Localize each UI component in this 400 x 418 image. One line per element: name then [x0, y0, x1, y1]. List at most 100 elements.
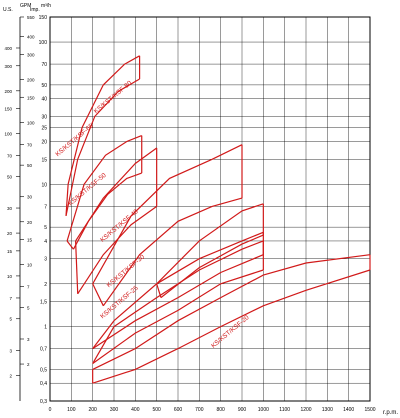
- y-tick-label: 20: [41, 140, 47, 146]
- gpm-us-tick-label: 15: [7, 249, 13, 254]
- x-tick-label: 600: [174, 407, 183, 413]
- gpm-us-tick-label: 7: [9, 296, 12, 301]
- y-tick-label: 100: [39, 40, 48, 46]
- x-tick-label: 100: [67, 407, 76, 413]
- x-tick-label: 1400: [343, 407, 354, 413]
- gpm-us-tick-label: 10: [7, 274, 13, 279]
- gpm-us-tick-label: 300: [4, 64, 12, 69]
- curve-lower: [72, 172, 142, 250]
- curve-upper: [92, 254, 371, 370]
- x-tick-label: 1500: [364, 407, 375, 413]
- gpm-imp-tick-label: 150: [27, 95, 35, 100]
- curve-upper: [66, 135, 142, 242]
- y-tick-label: 1,5: [40, 300, 47, 306]
- gpm-imp-tick-label: 10: [27, 263, 33, 268]
- curve-upper: [113, 240, 264, 328]
- gpm-header: GPM: [20, 3, 31, 9]
- gpm-us-tick-label: 3: [9, 348, 12, 353]
- gpm-imp-tick-label: 300: [27, 52, 35, 57]
- y-tick-label: 0,3: [40, 399, 47, 405]
- gpm-us-tick-label: 100: [4, 132, 12, 137]
- curve-upper: [113, 231, 264, 322]
- curves: KS/KST/KSF-80KS/KST/KSF-65KS/KST/KSF-50K…: [54, 55, 371, 384]
- gpm-imp-header: Imp.: [30, 7, 40, 13]
- gpm-imp-tick-label: 100: [27, 120, 35, 125]
- gpm-us-tick-label: 150: [4, 107, 12, 112]
- gpm-imp-tick-label: 550: [27, 15, 35, 20]
- x-tick-label: 200: [88, 407, 97, 413]
- x-tick-labels: 0 100 200 300 400 500 600 700 800 900 1000 1100 1200…: [49, 407, 376, 413]
- y-tick-label: 3: [44, 257, 47, 263]
- y-tick-label: 0,4: [40, 381, 47, 387]
- x-tick-label: 900: [238, 407, 247, 413]
- gpm-imp-tick-label: 70: [27, 142, 33, 147]
- curve-band: KS/KST/KSF-20: [92, 254, 371, 384]
- y-tick-label: 40: [41, 97, 47, 103]
- gpm-imp-tick-label: 400: [27, 35, 35, 40]
- gpm-us-tick-label: 2: [9, 373, 12, 378]
- x-axis-label: r.p.m.: [383, 410, 398, 416]
- curve-lower: [102, 197, 243, 307]
- y-tick-labels: 150 100 70 50 40 30 25 20 15 10 7 5 4 3 2 1,5 1 0,7 0,5 0,4…: [39, 15, 48, 405]
- y-tick-label: 30: [41, 114, 47, 120]
- gpm-us-tick-label: 200: [4, 89, 12, 94]
- curve-upper: [156, 203, 264, 285]
- gpm-axis: GPM U.S. Imp. 400 300 200 150 100 70 50 30 20 15 1…: [3, 3, 40, 401]
- y-tick-label: 0,5: [40, 367, 47, 373]
- gpm-ticks: 4003002001501007050302015107532550400300…: [4, 15, 35, 378]
- y-tick-label: 5: [44, 225, 47, 231]
- gpm-us-tick-label: 70: [7, 154, 13, 159]
- curve-lower: [65, 78, 140, 217]
- gpm-us-tick-label: 50: [7, 174, 13, 179]
- y-tick-label: 15: [41, 157, 47, 163]
- gpm-imp-tick-label: 30: [27, 195, 33, 200]
- x-tick-label: 1300: [322, 407, 333, 413]
- curve-lower: [160, 234, 264, 299]
- gpm-imp-tick-label: 20: [27, 220, 33, 225]
- curve-upper: [67, 55, 140, 185]
- curve-start-cap: [65, 184, 69, 216]
- y-tick-label: 10: [41, 182, 47, 188]
- gpm-imp-tick-label: 2: [27, 362, 30, 367]
- y-tick-label: 4: [44, 239, 47, 245]
- y-axis-header: m³/h: [41, 3, 51, 9]
- x-tick-label: 500: [152, 407, 161, 413]
- gpm-imp-tick-label: 7: [27, 285, 30, 290]
- grid: [49, 16, 371, 402]
- plot-area: m³/h 150 100 70 50 40 30 25 20 15 10 7 5 4 3 2 1,5 1 0,7 0…: [39, 3, 399, 416]
- gpm-imp-tick-label: 15: [27, 238, 33, 243]
- gpm-us-tick-label: 20: [7, 231, 13, 236]
- y-tick-label: 25: [41, 126, 47, 132]
- x-tick-label: 1100: [279, 407, 290, 413]
- gpm-imp-tick-label: 50: [27, 163, 33, 168]
- y-tick-label: 70: [41, 62, 47, 68]
- y-tick-label: 150: [39, 15, 48, 21]
- y-tick-label: 7: [44, 204, 47, 210]
- gpm-imp-tick-label: 3: [27, 337, 30, 342]
- gpm-us-header: U.S.: [3, 7, 13, 13]
- curve-upper: [92, 144, 243, 285]
- y-tick-label: 1: [44, 325, 47, 331]
- curve-start-cap: [92, 326, 115, 364]
- gpm-imp-tick-label: 200: [27, 77, 35, 82]
- curve-band: KS/KST/KSF-50: [67, 147, 158, 295]
- x-tick-label: 1000: [258, 407, 269, 413]
- curve-lower: [92, 254, 264, 350]
- x-tick-label: 700: [195, 407, 204, 413]
- curve-lower: [92, 269, 264, 364]
- curve-start-cap: [75, 240, 79, 294]
- gpm-us-tick-label: 5: [9, 317, 12, 322]
- curve-label: KS/KST/KSF-20: [210, 314, 251, 350]
- curve-start-cap: [92, 320, 115, 350]
- gpm-us-tick-label: 30: [7, 206, 13, 211]
- x-tick-label: 800: [216, 407, 225, 413]
- curve-label: KS/KST/KSF-40: [99, 208, 140, 244]
- x-tick-label: 400: [131, 407, 140, 413]
- curve-lower: [92, 269, 371, 384]
- curve-upper: [75, 147, 158, 242]
- y-tick-label: 50: [41, 83, 47, 89]
- y-tick-label: 2: [44, 282, 47, 288]
- gpm-imp-tick-label: 5: [27, 305, 30, 310]
- curve-start-cap: [66, 240, 74, 250]
